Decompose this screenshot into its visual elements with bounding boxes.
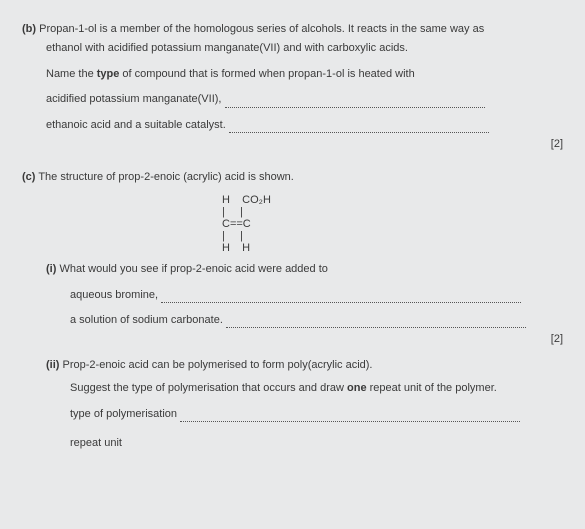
b-l4: acidified potassium manganate(VII),: [46, 93, 221, 105]
b-l3a: Name the: [46, 68, 97, 80]
dotted-line: [225, 97, 485, 108]
struct-r1: H CO₂H: [222, 194, 563, 206]
b-l3b: type: [97, 68, 120, 80]
ci-marks: [2]: [551, 332, 563, 347]
cii-label: (ii): [46, 358, 59, 373]
b-text1: Propan-1-ol is a member of the homologou…: [39, 23, 484, 35]
cii-ru: repeat unit: [46, 436, 563, 451]
struct-r5: H H: [222, 242, 563, 254]
ci-a2-text: a solution of sodium carbonate.: [70, 314, 223, 326]
b-line2: ethanol with acidified potassium mangana…: [22, 41, 563, 56]
ci-label: (i): [46, 262, 56, 277]
struct-r3: C==C: [222, 218, 563, 230]
c-intro: (c) The structure of prop-2-enoic (acryl…: [22, 170, 563, 185]
ci-marks-row: [2]: [46, 332, 563, 347]
ci-q-text: What would you see if prop-2-enoic acid …: [59, 263, 327, 275]
b-l5: ethanoic acid and a suitable catalyst.: [46, 119, 226, 131]
part-c-i: (i) What would you see if prop-2-enoic a…: [22, 262, 563, 348]
structure-diagram: H CO₂H | | C==C | | H H: [222, 194, 563, 254]
cii-tp-text: type of polymerisation: [70, 408, 177, 420]
cii-l2b: one: [347, 382, 367, 394]
ci-a2: a solution of sodium carbonate.: [46, 313, 563, 328]
ci-a1: aqueous bromine,: [46, 288, 563, 303]
part-b: (b) Propan-1-ol is a member of the homol…: [22, 22, 563, 152]
c-label: (c): [22, 170, 35, 185]
dotted-line: [161, 292, 521, 303]
dotted-line: [229, 122, 489, 133]
cii-ru-text: repeat unit: [70, 437, 122, 449]
ci-q: (i) What would you see if prop-2-enoic a…: [46, 262, 563, 277]
ci-a1-text: aqueous bromine,: [70, 289, 158, 301]
dotted-line: [180, 411, 520, 422]
b-l3c: of compound that is formed when propan-1…: [119, 68, 414, 80]
b-line5: ethanoic acid and a suitable catalyst.: [22, 118, 563, 133]
b-line1: (b) Propan-1-ol is a member of the homol…: [22, 22, 563, 37]
part-c: (c) The structure of prop-2-enoic (acryl…: [22, 170, 563, 451]
part-c-ii: (ii) Prop-2-enoic acid can be polymerise…: [22, 358, 563, 452]
b-label: (b): [22, 22, 36, 37]
b-line4: acidified potassium manganate(VII),: [22, 92, 563, 107]
cii-line1: (ii) Prop-2-enoic acid can be polymerise…: [46, 358, 563, 373]
c-intro-text: The structure of prop-2-enoic (acrylic) …: [38, 171, 294, 183]
dotted-line: [226, 317, 526, 328]
struct-r2: | |: [222, 206, 563, 218]
cii-l2a: Suggest the type of polymerisation that …: [70, 382, 347, 394]
cii-l1: Prop-2-enoic acid can be polymerised to …: [63, 359, 373, 371]
b-marks-row: [2]: [22, 137, 563, 152]
cii-tp: type of polymerisation: [46, 407, 563, 422]
cii-line2: Suggest the type of polymerisation that …: [46, 381, 563, 396]
b-marks: [2]: [551, 137, 563, 152]
struct-r4: | |: [222, 230, 563, 242]
b-line3: Name the type of compound that is formed…: [22, 67, 563, 82]
cii-l2c: repeat unit of the polymer.: [367, 382, 497, 394]
